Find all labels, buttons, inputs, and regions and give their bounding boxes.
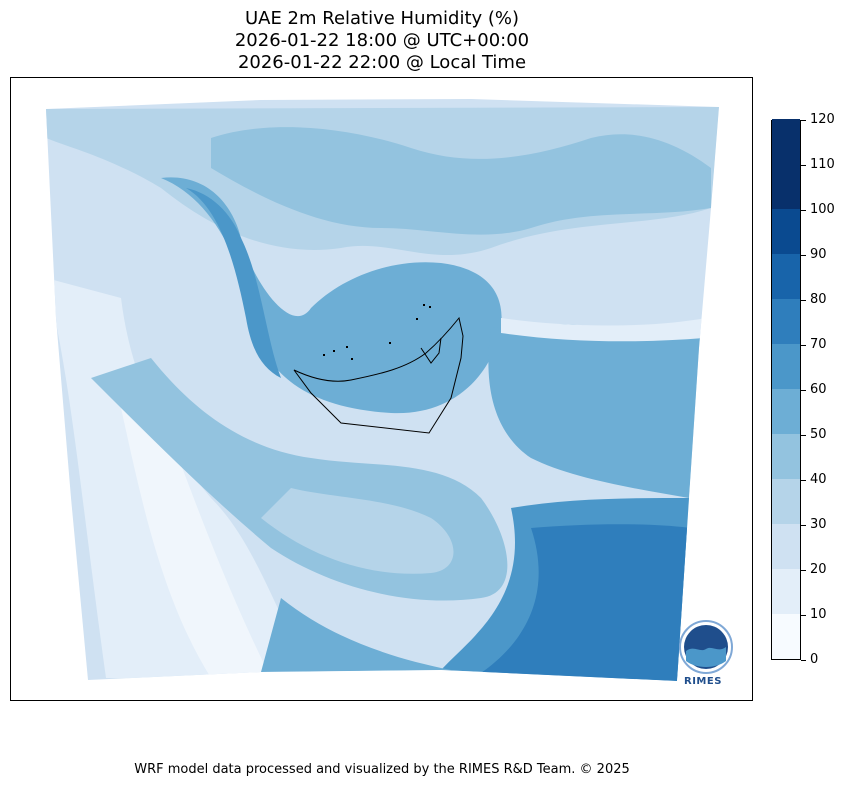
- footer-credit: WRF model data processed and visualized …: [134, 762, 630, 777]
- colorbar-tick: [801, 615, 806, 616]
- field-dry-coast: [501, 318, 706, 342]
- colorbar-band: [772, 479, 800, 524]
- colorbar-band: [772, 614, 800, 659]
- field-western-moist: [186, 188, 281, 378]
- humidity-map: [46, 99, 719, 681]
- field-central-arc: [161, 177, 502, 414]
- colorbar-band: [772, 254, 800, 299]
- colorbar-tick-label: 40: [810, 472, 827, 487]
- colorbar-tick-label: 50: [810, 427, 827, 442]
- chart-title-variable: UAE 2m Relative Humidity (%): [244, 8, 520, 29]
- field-driest-west: [121, 408, 271, 678]
- colorbar-band: [772, 434, 800, 479]
- colorbar: [771, 119, 801, 660]
- rimes-logo: [676, 617, 742, 689]
- colorbar-band: [772, 389, 800, 434]
- colorbar-band: [772, 119, 800, 164]
- logo-text: RIMES: [684, 676, 722, 687]
- colorbar-tick: [801, 120, 806, 121]
- uae-emirate-border: [420, 337, 442, 364]
- colorbar-tick: [801, 210, 806, 211]
- colorbar-tick-label: 60: [810, 382, 827, 397]
- colorbar-tick: [801, 660, 806, 661]
- colorbar-tick: [801, 570, 806, 571]
- colorbar-tick: [801, 255, 806, 256]
- colorbar-tick: [801, 435, 806, 436]
- field-north-band: [211, 127, 711, 235]
- colorbar-tick: [801, 390, 806, 391]
- colorbar-tick: [801, 345, 806, 346]
- colorbar-tick-label: 120: [810, 112, 835, 127]
- colorbar-tick-label: 80: [810, 292, 827, 307]
- colorbar-tick-label: 30: [810, 517, 827, 532]
- colorbar-tick-label: 110: [810, 157, 835, 172]
- colorbar-tick: [801, 525, 806, 526]
- colorbar-tick-label: 90: [810, 247, 827, 262]
- map-frame: [10, 77, 753, 701]
- colorbar-tick-label: 100: [810, 202, 835, 217]
- chart-title-utc-time: 2026-01-22 18:00 @ UTC+00:00: [234, 30, 530, 51]
- colorbar-tick-label: 0: [810, 652, 819, 667]
- colorbar-band: [772, 299, 800, 344]
- colorbar-band: [772, 344, 800, 389]
- uae-islands: [323, 304, 431, 360]
- field-oman-gulf: [488, 323, 701, 498]
- colorbar-tick-label: 20: [810, 562, 827, 577]
- colorbar-tick-label: 10: [810, 607, 827, 622]
- colorbar-band: [772, 164, 800, 209]
- humidity-field: [46, 99, 719, 681]
- field-southwest-moist: [261, 598, 451, 672]
- colorbar-band: [772, 569, 800, 614]
- colorbar-tick-label: 70: [810, 337, 827, 352]
- field-south-light: [261, 488, 454, 574]
- field-arabian-sea-moist: [481, 524, 691, 681]
- uae-border: [293, 316, 464, 434]
- colorbar-tick: [801, 300, 806, 301]
- colorbar-tick: [801, 480, 806, 481]
- colorbar-band: [772, 209, 800, 254]
- colorbar-tick: [801, 165, 806, 166]
- colorbar-band: [772, 524, 800, 569]
- chart-title-local-time: 2026-01-22 22:00 @ Local Time: [237, 52, 527, 73]
